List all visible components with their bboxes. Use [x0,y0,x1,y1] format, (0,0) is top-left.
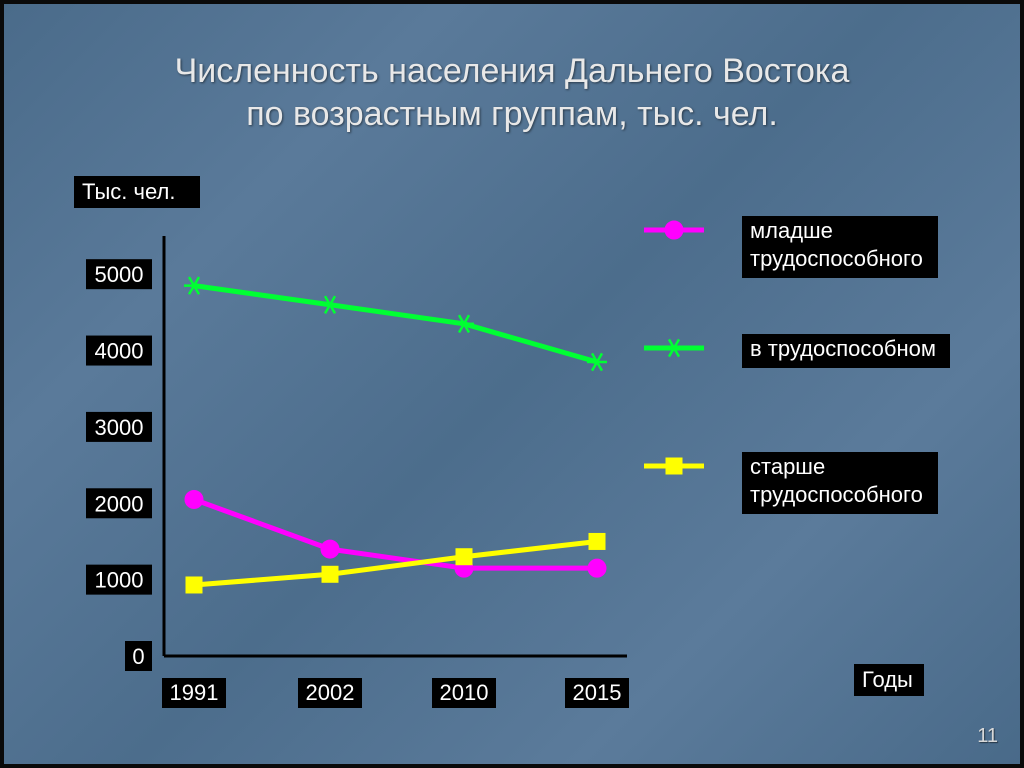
series-line-older [194,541,597,585]
line-chart: 0 1000 2000 3000 4000 5000 1991 2002 2010 2015 мла… [4,4,1024,768]
y-axis-label: Тыс. чел. [82,179,175,204]
legend-label-working: в трудоспособном [750,336,936,361]
x-tick-label: 1991 [170,680,219,705]
legend-label-younger: младше [750,218,833,243]
y-tick-label: 1000 [95,568,144,593]
y-tick-label: 4000 [95,339,144,364]
slide: Численность населения Дальнего Востока п… [0,0,1024,768]
legend-label-younger: трудоспособного [750,246,923,271]
y-tick-label: 5000 [95,262,144,287]
x-tick-label: 2015 [573,680,622,705]
legend-label-older: старше [750,454,825,479]
x-axis-label: Годы [862,667,913,692]
legend-label-older: трудоспособного [750,482,923,507]
x-tick-label: 2010 [440,680,489,705]
page-number: 11 [977,725,998,748]
y-tick-label: 0 [132,644,144,669]
series-line-working [194,286,597,362]
series-line-younger [194,499,597,568]
y-tick-label: 3000 [95,415,144,440]
x-tick-label: 2002 [306,680,355,705]
y-tick-label: 2000 [95,491,144,516]
